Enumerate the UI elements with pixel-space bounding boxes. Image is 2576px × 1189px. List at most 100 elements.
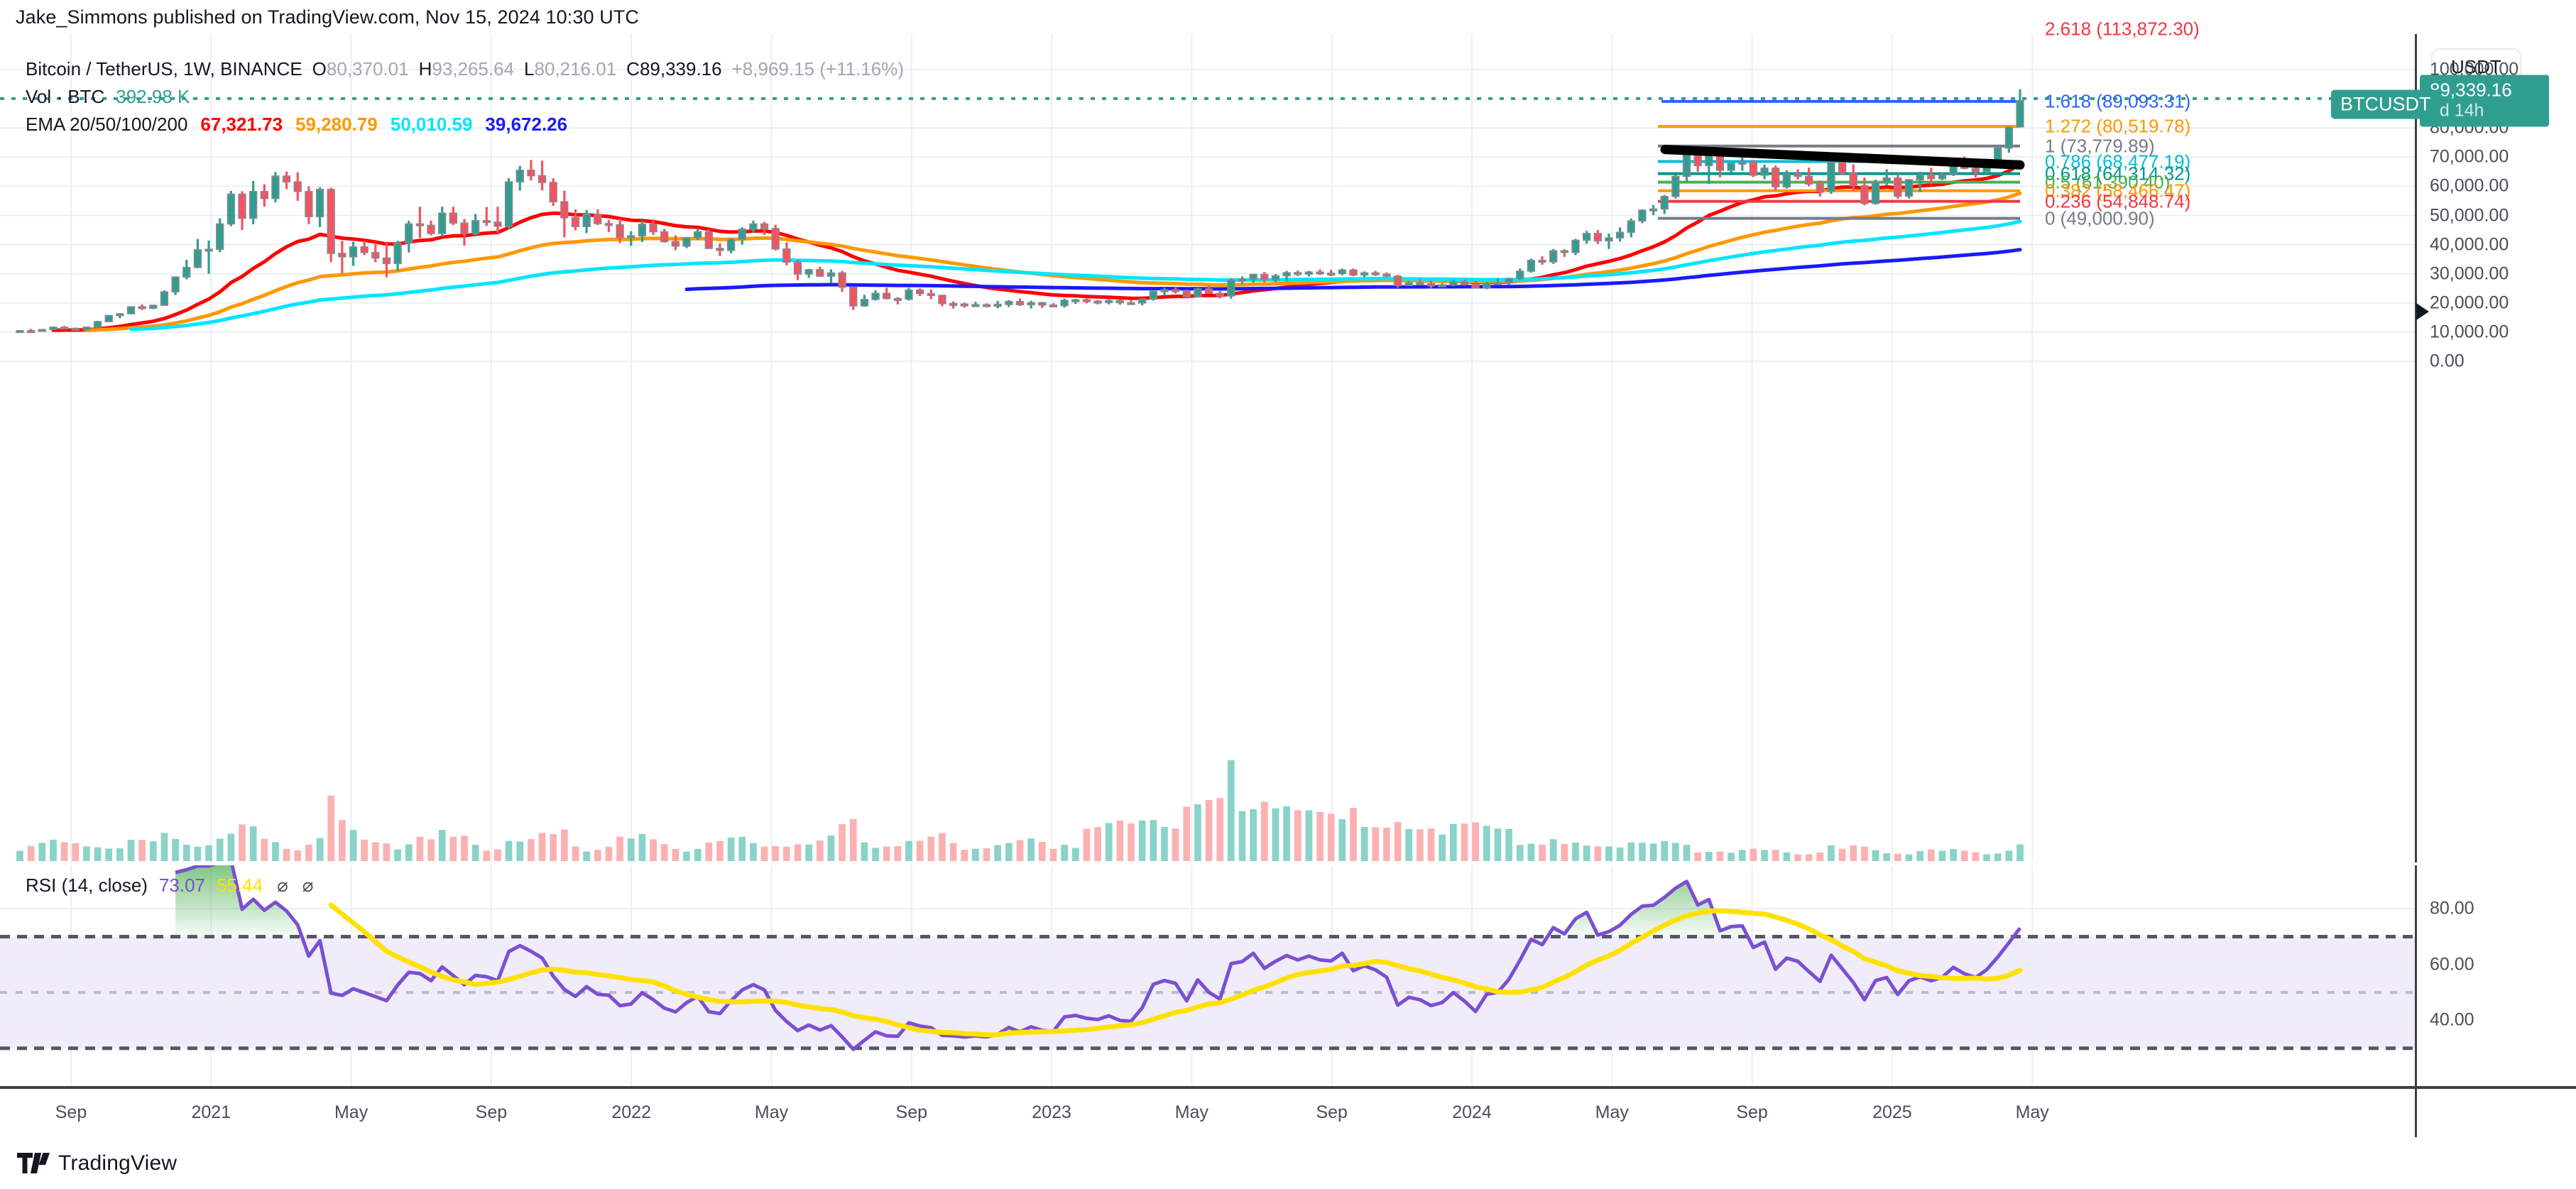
price-tick: 10,000.00: [2430, 322, 2509, 342]
candle-body: [1882, 177, 1891, 183]
legend-ema-row[interactable]: EMA 20/50/100/200 67,321.73 59,280.79 50…: [26, 114, 904, 135]
last-price-value: 89,339.16: [2430, 79, 2512, 101]
candle-body: [2004, 126, 2014, 149]
rsi-legend-row[interactable]: RSI (14, close) 73.07 55.44 ⌀ ⌀: [26, 875, 313, 896]
rsi-label[interactable]: RSI (14, close): [26, 875, 148, 896]
rsi-moving-average-line: [328, 902, 2023, 1038]
candle-body: [693, 231, 702, 239]
legend-volume-row[interactable]: Vol · BTC 392.98 K: [26, 86, 904, 107]
candle-body: [1549, 250, 1558, 263]
symbol-title[interactable]: Bitcoin / TetherUS, 1W, BINANCE: [26, 58, 302, 80]
legend-ohlc-row[interactable]: Bitcoin / TetherUS, 1W, BINANCE O 80,370.…: [26, 58, 904, 80]
candle-body: [804, 269, 813, 275]
fib-level-label[interactable]: 0.5 (61,390.40): [2045, 171, 2171, 193]
rsi-ma-value: 55.44: [217, 875, 263, 896]
candle-body: [1260, 273, 1269, 280]
bar-countdown: 2d 14h: [2430, 100, 2484, 121]
candle-body: [1593, 233, 1602, 242]
candle-body: [405, 223, 413, 244]
candle-body: [1904, 179, 1914, 197]
candle-body: [749, 223, 758, 230]
price-chart-canvas[interactable]: [0, 34, 2415, 862]
candle-body: [293, 181, 302, 192]
rsi-value: 73.07: [158, 875, 206, 896]
time-tick: Sep: [1736, 1102, 1768, 1122]
candle-body: [1393, 275, 1402, 286]
candle-body: [760, 223, 769, 229]
candle-body: [560, 201, 569, 219]
last-price-badge[interactable]: 89,339.16 2d 14h: [2420, 75, 2549, 127]
low-value: 80,216.01: [534, 58, 617, 80]
candle-body: [793, 261, 802, 275]
candlesticks[interactable]: [16, 89, 2024, 334]
candle-body: [1560, 250, 1569, 253]
candle-body: [1093, 300, 1102, 304]
candle-body: [726, 239, 736, 251]
candle-body: [216, 223, 224, 250]
candle-body: [193, 249, 202, 268]
rsi-scale[interactable]: 80.00 60.00 40.00: [2415, 865, 2576, 1086]
candle-body: [305, 190, 313, 217]
candle-body: [1371, 272, 1380, 275]
trendline-annotation[interactable]: [1660, 145, 2025, 170]
candle-body: [49, 327, 58, 331]
candle-body: [838, 272, 846, 288]
candle-body: [482, 220, 491, 224]
candle-body: [438, 212, 447, 234]
ema-overlays: [51, 162, 2022, 332]
candle-body: [1204, 288, 1213, 295]
fib-level-label[interactable]: 0.618 (64,314.32): [2045, 163, 2191, 185]
ema-20-line: [51, 162, 2022, 332]
time-tick: Sep: [895, 1102, 928, 1122]
publish-text: Jake_Simmons published on TradingView.co…: [16, 6, 639, 28]
fib-level-label[interactable]: 0.786 (68,477.19): [2045, 150, 2191, 172]
candle-body: [1916, 174, 1924, 181]
rsi-legend[interactable]: RSI (14, close) 73.07 55.44 ⌀ ⌀: [26, 875, 313, 902]
candle-body: [271, 175, 280, 199]
candle-body: [1483, 283, 1491, 289]
tradingview-logo-icon: [17, 1152, 50, 1173]
fib-level-label[interactable]: 1.618 (89,093.31): [2045, 90, 2191, 112]
candle-body: [1105, 300, 1113, 303]
symbol-price-line-badge[interactable]: BTCUSDT: [2331, 89, 2440, 119]
price-chart-pane[interactable]: [0, 34, 2415, 862]
ema20-value: 67,321.73: [200, 114, 283, 135]
candle-body: [449, 212, 458, 224]
candle-body: [915, 289, 924, 295]
candle-body: [1860, 185, 1869, 204]
candle-body: [1627, 220, 1635, 234]
fib-level-label[interactable]: 1 (73,779.89): [2045, 135, 2155, 157]
candle-body: [1071, 299, 1080, 302]
fib-level-label[interactable]: 0.382 (58,466.47): [2045, 180, 2191, 202]
rsi-indicator-pane[interactable]: [0, 865, 2415, 1086]
candle-body: [260, 190, 268, 199]
candle-body: [682, 236, 691, 247]
time-axis[interactable]: Sep 2021 May Sep 2022 May Sep 2023 May Sep 2024 May…: [0, 1086, 2415, 1137]
candle-body: [415, 223, 425, 226]
low-key: L: [524, 58, 535, 80]
rsi-empty-slot-1: ⌀: [277, 875, 288, 896]
candle-body: [393, 242, 402, 265]
fib-level-label[interactable]: 0.236 (54,848.74): [2045, 190, 2191, 212]
fib-level-label[interactable]: 2.618 (113,872.30): [2045, 18, 2200, 40]
candle-body: [1005, 300, 1013, 305]
candle-body: [282, 175, 291, 183]
candle-body: [1282, 272, 1291, 277]
fib-level-label[interactable]: 0 (49,000.90): [2045, 207, 2155, 229]
price-scale[interactable]: USDT 100,000.00 80,000.00 70,000.00 60,000.…: [2415, 34, 2576, 862]
footer-branding: TradingView: [0, 1137, 2576, 1189]
candle-body: [71, 327, 80, 331]
price-tick: 40,000.00: [2430, 234, 2509, 255]
candle-body: [1571, 239, 1580, 253]
candle-body: [171, 276, 180, 292]
tradingview-wordmark: TradingView: [58, 1151, 178, 1175]
candle-body: [360, 246, 369, 253]
candle-body: [604, 223, 613, 226]
rsi-chart-canvas[interactable]: [0, 865, 2415, 1086]
candle-body: [1816, 183, 1824, 192]
candle-body: [26, 330, 36, 334]
candle-body: [504, 181, 513, 227]
candle-body: [960, 303, 968, 307]
time-tick: 2022: [611, 1102, 651, 1122]
fib-level-label[interactable]: 1.272 (80,519.78): [2045, 115, 2191, 137]
